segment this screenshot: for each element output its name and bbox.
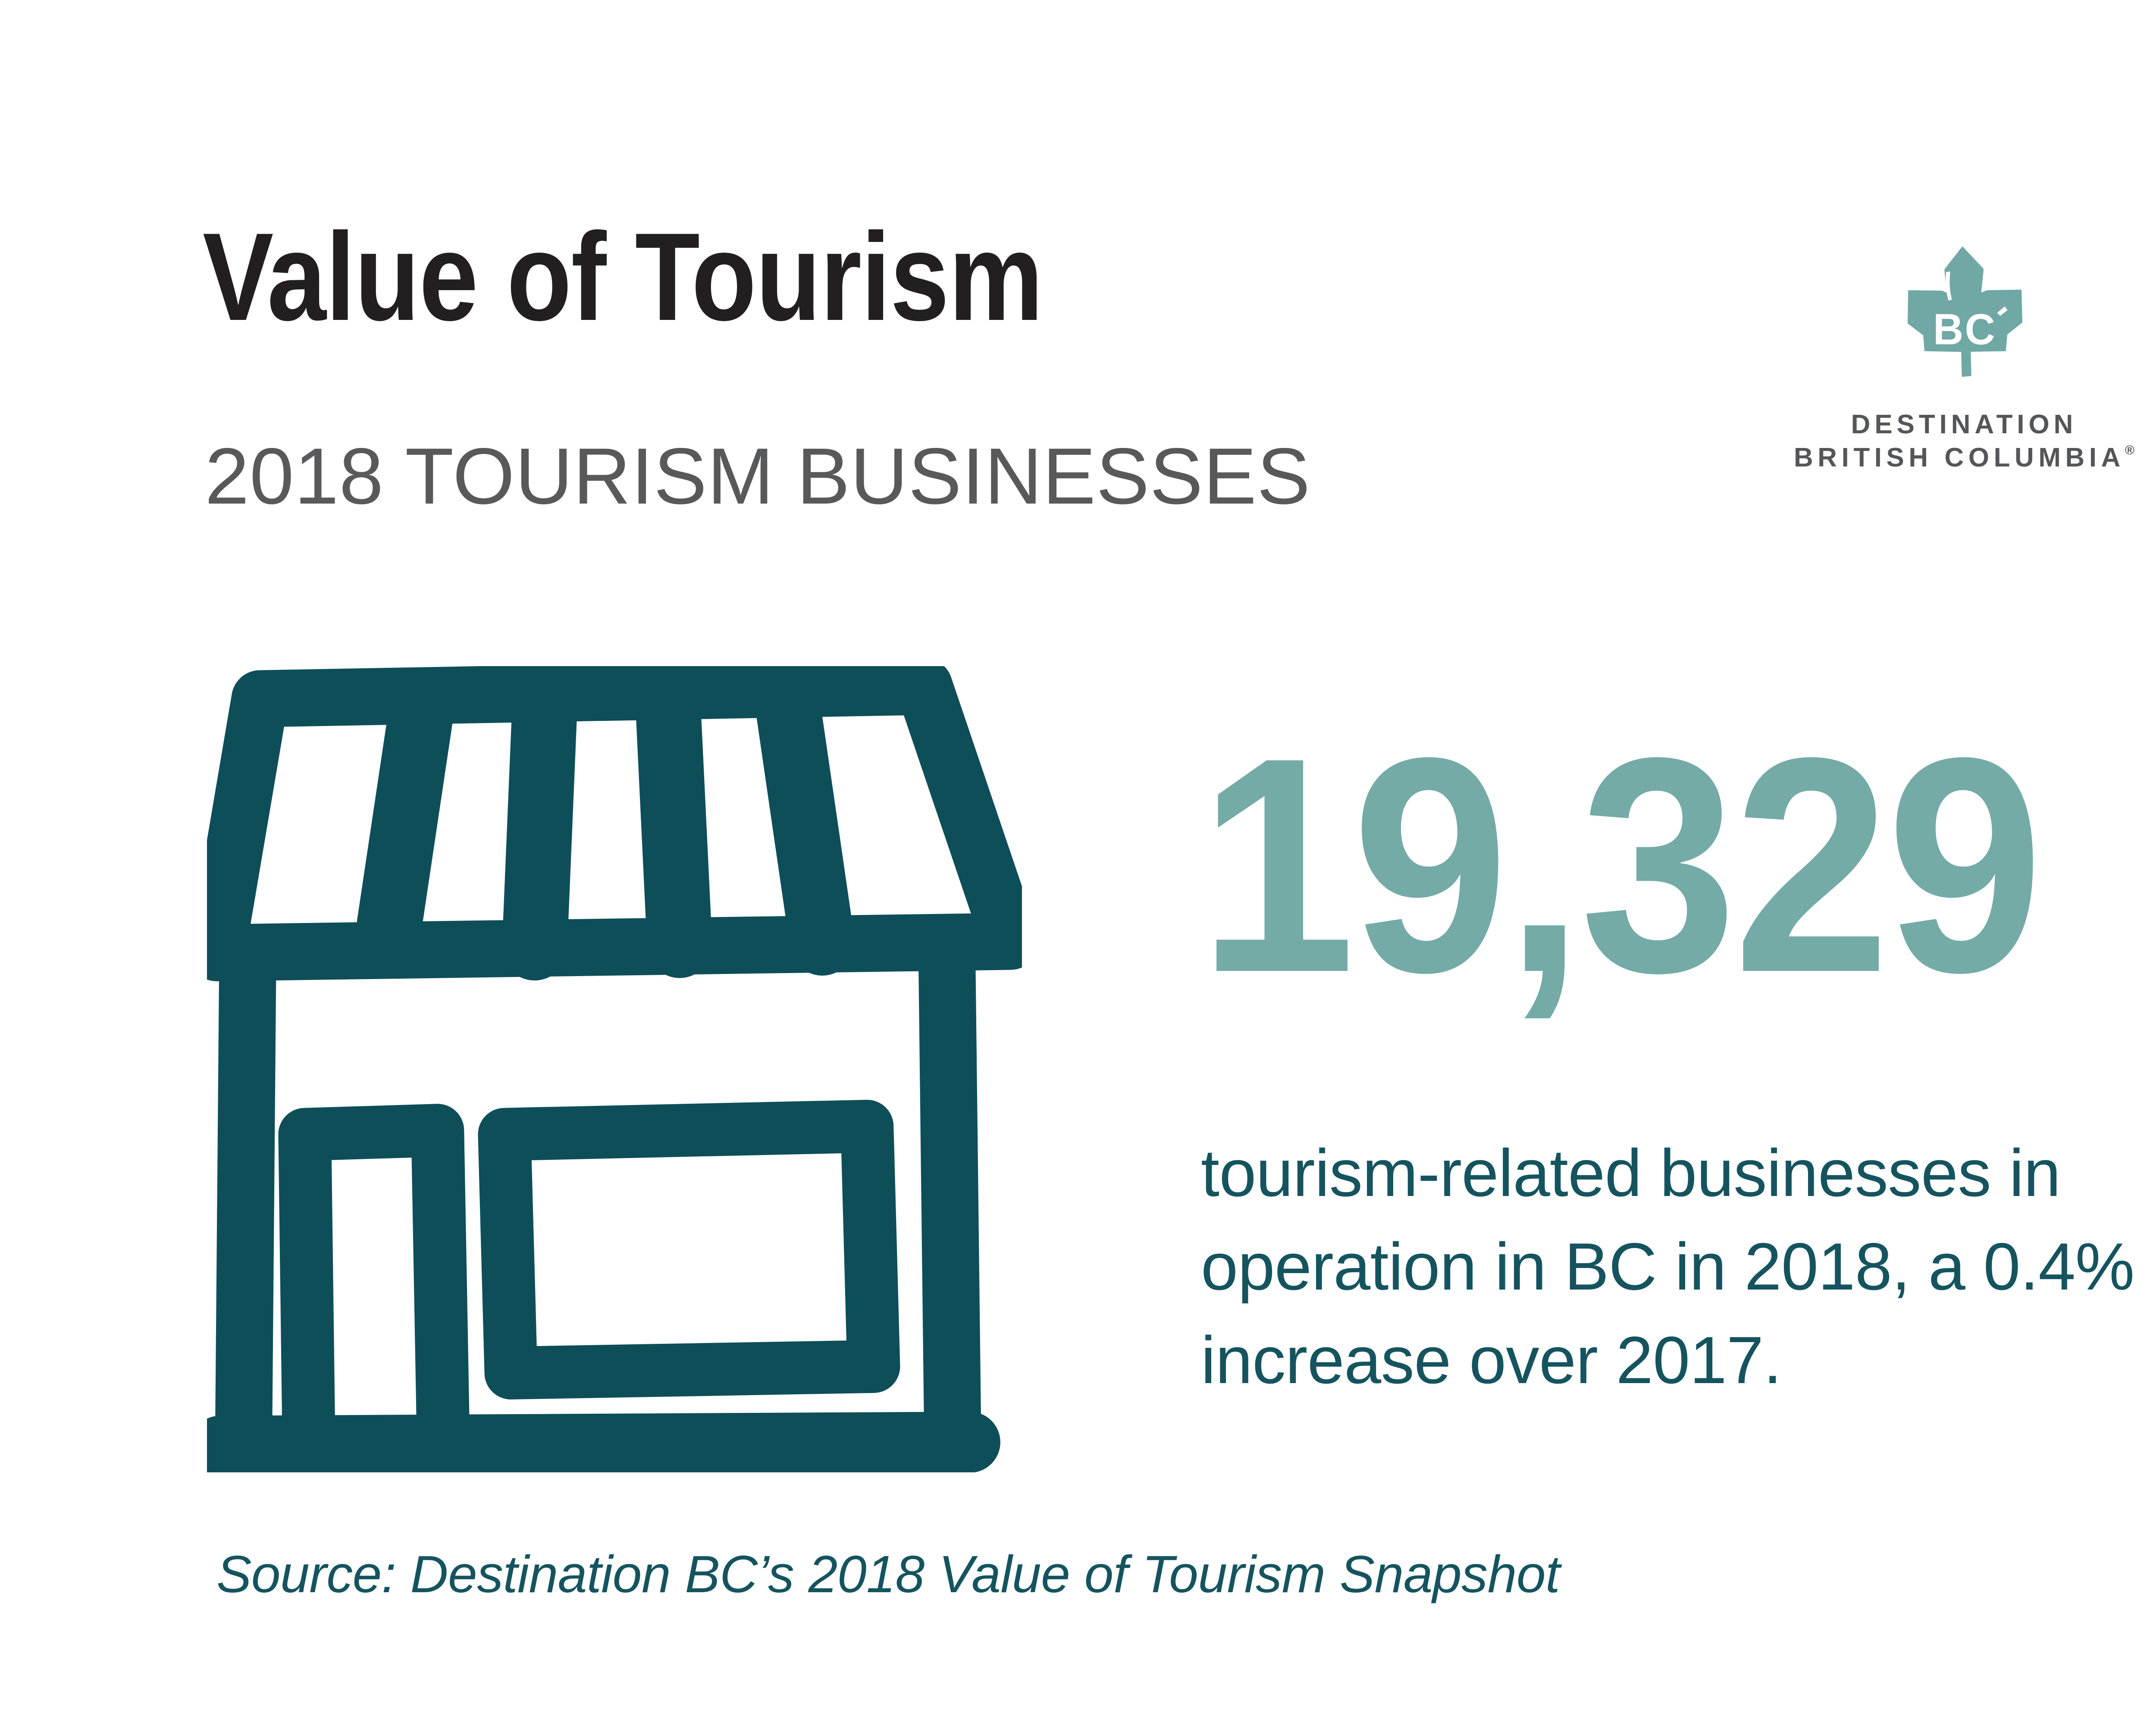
registered-trademark-symbol: ® — [2125, 443, 2135, 457]
storefront-icon — [207, 666, 1022, 1472]
logo-wordmark-line2: BRITISH COLUMBIA® — [1785, 444, 2143, 471]
stat-description-line-3: increase over 2017. — [1201, 1323, 1782, 1397]
source-note: Source: Destination BC’s 2018 Value of T… — [216, 1545, 1560, 1603]
logo-wordmark-line1: DESTINATION — [1851, 410, 2078, 439]
store-left-wall — [215, 930, 276, 1465]
door — [278, 1104, 470, 1471]
window — [478, 1099, 900, 1399]
awning-outline — [207, 666, 1022, 981]
bc-monogram: BC — [1933, 305, 1996, 354]
awning-stripe-3 — [635, 666, 712, 978]
awning-stripe-2 — [502, 666, 578, 981]
stat-description-line-2: operation in BC in 2018, a 0.4% — [1201, 1229, 2134, 1304]
leaf-vein-highlight — [1946, 271, 1952, 301]
stat-value: 19,329 — [1199, 694, 2043, 1036]
page-subtitle: 2018 TOURISM BUSINESSES — [205, 432, 1311, 521]
awning-stripe-4 — [753, 666, 855, 976]
stat-description: tourism-related businesses in operation … — [1201, 1126, 2134, 1407]
stat-description-line-1: tourism-related businesses in — [1201, 1136, 2061, 1210]
awning-stripe-1 — [354, 667, 456, 978]
leaf-tick-highlight — [1997, 306, 2008, 316]
destination-bc-logo: BC DESTINATION BRITISH COLUMBIA® — [1785, 238, 2143, 471]
store-right-wall — [918, 930, 981, 1465]
leaf-shape — [1907, 246, 2023, 377]
bc-maple-leaf-icon: BC — [1907, 246, 2023, 377]
page-title: Value of Tourism — [203, 207, 1043, 347]
logo-wordmark-line2-text: BRITISH COLUMBIA — [1793, 443, 2125, 473]
